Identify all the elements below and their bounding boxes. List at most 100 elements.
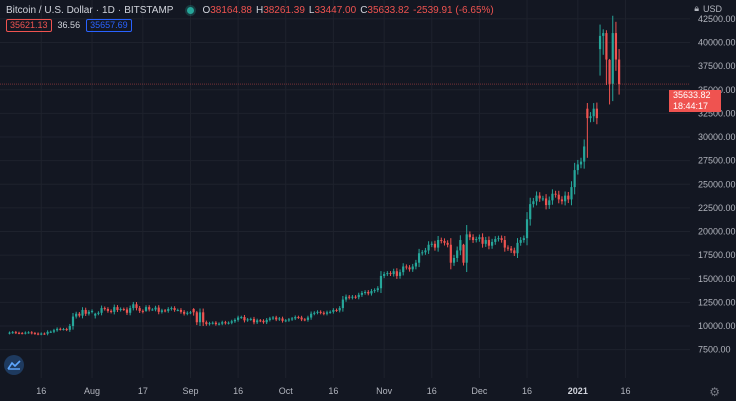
- candle-body: [157, 307, 160, 312]
- price-tick-label: 30000.00: [698, 132, 736, 142]
- candle-body: [440, 240, 443, 242]
- candle-body: [227, 322, 230, 324]
- candle-body: [278, 318, 281, 320]
- candle-body: [310, 313, 313, 318]
- candle-body: [427, 244, 430, 251]
- candle-body: [313, 312, 316, 314]
- candle-body: [106, 309, 110, 311]
- candle-body: [522, 238, 525, 241]
- candle-body: [249, 318, 252, 320]
- separator-dot: ·: [117, 4, 122, 16]
- candle-body: [560, 199, 564, 202]
- candle-body: [40, 333, 43, 335]
- lock-icon: 🔒︎: [694, 3, 699, 13]
- last-price-tag: 35633.82: [669, 90, 721, 101]
- candle-body: [151, 309, 154, 311]
- price-tick-label: 7500.00: [698, 345, 731, 355]
- candle-body: [303, 319, 306, 321]
- candle-body: [433, 243, 437, 248]
- candle-body: [360, 292, 364, 295]
- candle-body: [414, 262, 417, 267]
- currency-label[interactable]: 🔒︎ USD: [694, 3, 722, 14]
- candle-body: [49, 331, 52, 333]
- candle-body: [408, 267, 411, 270]
- candle-body: [141, 310, 144, 312]
- candle-body: [252, 318, 256, 323]
- candle-body: [148, 307, 151, 310]
- candle-body: [471, 237, 475, 241]
- candle-body: [430, 243, 433, 245]
- interval-label[interactable]: 1D: [102, 4, 115, 16]
- candle-body: [459, 240, 462, 251]
- candle-body: [557, 194, 560, 200]
- candle-body: [595, 108, 598, 119]
- price-tick-label: 17500.00: [698, 250, 736, 260]
- candle-body: [46, 331, 49, 334]
- candle-body: [27, 332, 30, 334]
- candle-body: [17, 332, 21, 334]
- currency-code: USD: [702, 3, 722, 14]
- candle-body: [510, 248, 513, 251]
- candle-body: [84, 309, 87, 314]
- ohlc-close-value: 35633.82: [367, 4, 410, 16]
- candle-body: [535, 195, 538, 202]
- candle-body: [554, 193, 557, 195]
- candle-body: [548, 200, 551, 206]
- symbol-title[interactable]: Bitcoin / U.S. Dollar: [6, 4, 93, 16]
- candle-body: [325, 312, 329, 314]
- time-tick-label: Sep: [182, 386, 198, 396]
- candle-body: [497, 238, 500, 240]
- candle-body: [411, 266, 414, 270]
- candle-body: [125, 309, 129, 313]
- candle-body: [351, 296, 354, 298]
- candle-body: [230, 321, 233, 323]
- candle-body: [446, 242, 449, 245]
- candle-body: [421, 252, 424, 254]
- price-tick-label: 25000.00: [698, 179, 736, 189]
- candle-body: [268, 318, 271, 320]
- candle-body: [519, 240, 522, 243]
- candle-body: [52, 330, 56, 332]
- candle-body: [243, 317, 246, 321]
- candle-body: [122, 309, 125, 311]
- candle-body: [500, 238, 503, 241]
- candle-body: [551, 193, 554, 201]
- time-axis[interactable]: 16 Aug 17 Sep 16 Oct 16 Nov 16 Dec 16 2021 16: [36, 386, 630, 396]
- candle-body: [110, 310, 113, 312]
- ask-price-box[interactable]: 35657.69: [86, 18, 132, 32]
- candle-body: [462, 244, 465, 263]
- candle-body: [602, 33, 605, 36]
- candle-body: [614, 33, 618, 60]
- candle-body: [59, 328, 62, 330]
- candle-body: [564, 195, 567, 202]
- candle-body: [541, 198, 544, 200]
- price-axis[interactable]: 7500.00 10000.00 12500.00 15000.00 17500.00 2…: [698, 14, 736, 355]
- candle-body: [468, 234, 471, 238]
- candle-body: [173, 308, 176, 310]
- exchange-label[interactable]: BITSTAMP: [124, 4, 174, 16]
- candle-body: [367, 292, 370, 294]
- candle-body: [570, 187, 573, 200]
- bid-price-box[interactable]: 35621.13: [6, 18, 52, 32]
- candle-body: [618, 59, 621, 85]
- candle-body: [163, 310, 167, 312]
- candle-body: [116, 307, 119, 310]
- candle-body: [475, 239, 478, 241]
- candle-body: [294, 317, 297, 319]
- candle-body: [373, 290, 376, 292]
- candle-body: [544, 198, 548, 206]
- candle-body: [14, 332, 17, 334]
- candle-body: [449, 244, 452, 263]
- time-tick-label: 16: [620, 386, 630, 396]
- price-tick-label: 40000.00: [698, 38, 736, 48]
- candles: [8, 15, 621, 336]
- candle-body: [364, 292, 367, 294]
- candle-body: [154, 307, 157, 310]
- settings-gear-icon[interactable]: ⚙: [709, 385, 720, 399]
- candle-body: [65, 329, 68, 331]
- time-tick-label: 16: [522, 386, 532, 396]
- candle-body: [30, 332, 33, 334]
- candle-body: [529, 204, 532, 220]
- tradingview-logo-icon[interactable]: [4, 355, 24, 375]
